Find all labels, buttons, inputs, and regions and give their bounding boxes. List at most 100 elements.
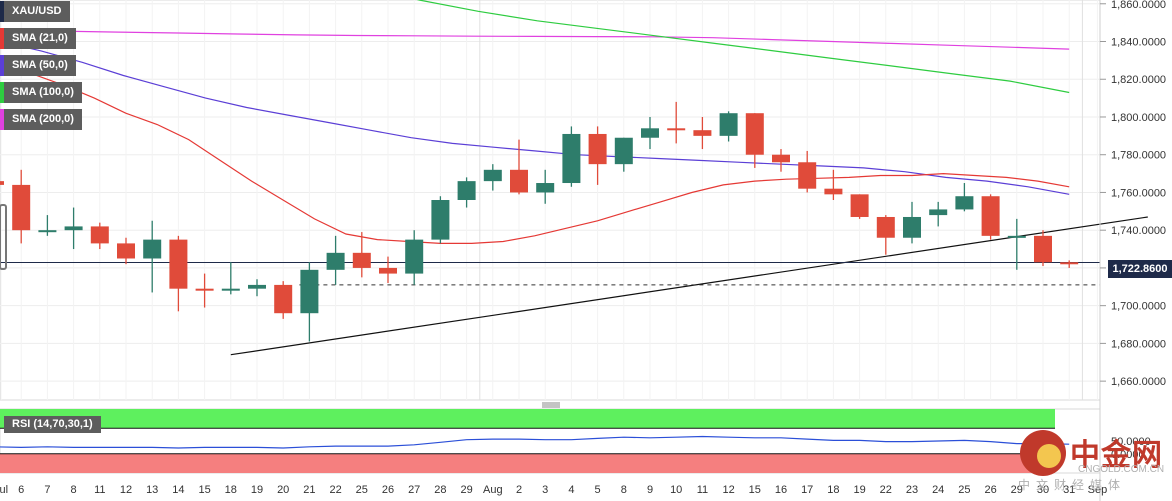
candle-body [431, 200, 450, 240]
candle [1007, 218, 1026, 270]
candle-body [981, 196, 1000, 236]
candle-body [0, 181, 4, 185]
candle-body [64, 226, 83, 231]
x-tick-label: 15 [198, 484, 210, 496]
y-tick-label: 1,820.0000 [1111, 74, 1166, 86]
sma50-swatch [0, 55, 4, 76]
x-tick-label: 23 [906, 484, 918, 496]
candle [693, 116, 712, 150]
candle-body [352, 252, 371, 268]
candle [562, 126, 581, 187]
candle-body [169, 239, 188, 289]
y-tick-label: 1,840.0000 [1111, 37, 1166, 49]
x-tick-label: Jul [0, 484, 8, 496]
sma50-line [0, 40, 1070, 195]
candle [221, 262, 240, 295]
support-trendline [230, 216, 1148, 356]
x-tick-label: 29 [460, 484, 472, 496]
x-tick-label: 22 [329, 484, 341, 496]
legend-sma21[interactable]: SMA (21,0) [0, 28, 76, 49]
candle-body [850, 194, 869, 217]
rsi-panel [0, 409, 1070, 473]
y-tick-label: 1,800.0000 [1111, 112, 1166, 124]
candle [457, 177, 476, 208]
x-tick-label: 17 [801, 484, 813, 496]
candle-body [641, 128, 659, 138]
x-tick-label: 3 [542, 484, 548, 496]
candle-body [90, 226, 109, 244]
scroll-indicator [0, 204, 7, 270]
sma21-swatch [0, 28, 4, 49]
y-tick-label: 1,700.0000 [1111, 301, 1166, 313]
x-tick-label: 24 [932, 484, 944, 496]
candle [876, 215, 895, 255]
sma21-line [0, 69, 1070, 244]
x-tick-label: 26 [382, 484, 394, 496]
x-tick-label: 8 [71, 484, 77, 496]
x-tick-label: 12 [722, 484, 734, 496]
rsi-line [0, 435, 1070, 449]
candle-body [248, 284, 266, 289]
candle [431, 196, 450, 244]
x-tick-label: 2 [516, 484, 522, 496]
candle [929, 201, 948, 227]
candle-body [117, 243, 135, 259]
candle-body [693, 130, 712, 136]
watermark-logo: 中金网 CNGOLD.COM.CN 中文财经媒体 [1014, 426, 1172, 501]
x-tick-label: 31 [1063, 484, 1075, 496]
x-tick-label: 11 [697, 484, 708, 496]
candle [824, 169, 843, 200]
x-tick-label: 4 [568, 484, 574, 496]
candle [745, 113, 764, 168]
candle [719, 111, 738, 142]
sma100-swatch [0, 82, 4, 103]
candle-body [824, 188, 843, 195]
candle-body [798, 162, 817, 189]
x-tick-label: 21 [303, 484, 315, 496]
candle [248, 279, 266, 297]
candles [0, 101, 1079, 342]
legend-symbol[interactable]: XAU/USD [0, 1, 70, 22]
candle-body [1060, 262, 1079, 265]
candle [798, 150, 817, 193]
x-tick-label: 6 [18, 484, 24, 496]
candle-body [221, 288, 240, 291]
candle [536, 169, 555, 204]
y-tick-label: 1,860.0000 [1111, 0, 1166, 11]
candle [352, 232, 371, 278]
x-tick-label: 15 [749, 484, 761, 496]
candle-body [614, 137, 633, 165]
x-tick-label: Sep [1088, 484, 1108, 496]
candle [117, 237, 135, 265]
candle-body [510, 169, 528, 193]
x-tick-label: 28 [434, 484, 446, 496]
legend-sma50[interactable]: SMA (50,0) [0, 55, 76, 76]
x-tick-label: 25 [356, 484, 368, 496]
candle [510, 139, 528, 195]
candle [1034, 230, 1052, 267]
x-axis: Jul678111213141518192021222526272829Aug2… [0, 484, 1107, 496]
candle [405, 230, 424, 285]
candle [90, 222, 109, 250]
candle-body [955, 196, 974, 210]
legend-sma100[interactable]: SMA (100,0) [0, 82, 82, 103]
candle [641, 116, 659, 150]
y-tick-label: 1,680.0000 [1111, 338, 1166, 350]
rsi-tick-label-low: 0.0000 [1111, 449, 1145, 461]
panel-resize-handle[interactable] [540, 402, 562, 408]
watermark-cn: 中金网 [1070, 438, 1163, 473]
x-tick-label: 27 [408, 484, 420, 496]
rsi-tick-label: 50.0000 [1111, 436, 1151, 448]
candle-body [274, 284, 293, 314]
x-tick-label: 14 [172, 484, 184, 496]
candle-body [300, 269, 319, 314]
legend-sma200[interactable]: SMA (200,0) [0, 109, 82, 130]
x-tick-label: 20 [277, 484, 289, 496]
legend-rsi[interactable]: RSI (14,70,30,1) [4, 416, 101, 433]
candle [850, 194, 869, 219]
last-price-tag: 1,722.8600 [1108, 260, 1172, 278]
candle-body [1034, 235, 1052, 263]
logo-icon [1020, 430, 1066, 476]
x-tick-label: 13 [146, 484, 158, 496]
